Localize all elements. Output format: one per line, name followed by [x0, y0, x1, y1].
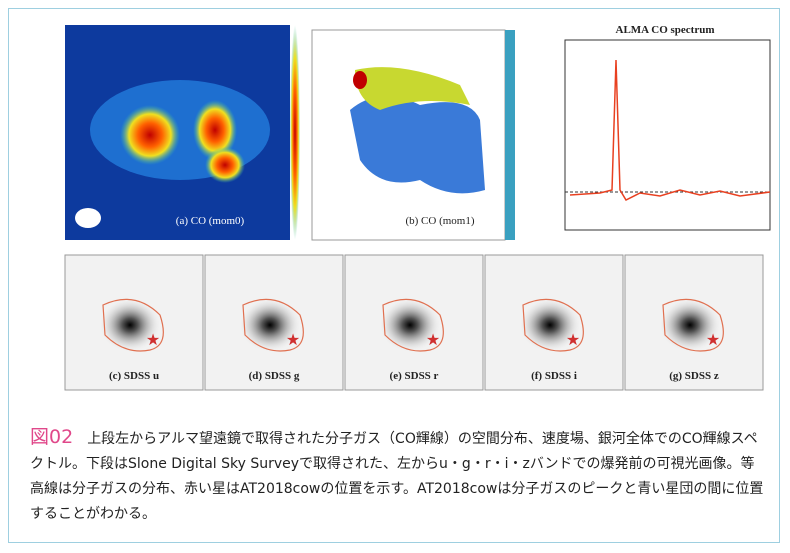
caption-text: 上段左からアルマ望遠鏡で取得された分子ガス（CO輝線）の空間分布、速度場、銀河全…: [30, 431, 764, 522]
contour: [242, 298, 304, 352]
spectrum-title: ALMA CO spectrum: [616, 24, 715, 36]
frame: [8, 8, 780, 543]
caption-label: 図02: [30, 426, 74, 448]
figure: (a) CO (mom0) (b) CO (mom1) ALMA CO spec…: [64, 24, 771, 391]
panel-label: (a) CO (mom0): [176, 215, 245, 227]
galaxy: [98, 297, 162, 353]
panel-b: (b) CO (mom1): [311, 29, 515, 241]
panel-label: (g) SDSS z: [669, 370, 719, 382]
galaxy: [378, 297, 442, 353]
panel-label: (b) CO (mom1): [405, 215, 474, 227]
panel-label: (f) SDSS i: [531, 370, 577, 382]
star-marker: ★: [426, 332, 440, 349]
panel-label: (e) SDSS r: [390, 370, 439, 382]
caption: 図02 上段左からアルマ望遠鏡で取得された分子ガス（CO輝線）の空間分布、速度場、…: [30, 425, 765, 527]
contour: [662, 298, 724, 352]
contour: [102, 298, 164, 352]
galaxy: [238, 297, 302, 353]
star-marker: ★: [706, 332, 720, 349]
star-marker: ★: [146, 332, 160, 349]
galaxy: [518, 297, 582, 353]
contour: [382, 298, 444, 352]
contour: [522, 298, 584, 352]
panel-label: (c) SDSS u: [109, 370, 159, 382]
star-marker: ★: [566, 332, 580, 349]
galaxy: [658, 297, 722, 353]
panel-a: (a) CO (mom0): [65, 25, 300, 240]
spectrum-panel: ALMA CO spectrum: [564, 24, 771, 231]
bottom-panels: ★ (c) SDSS u ★ (d) SDSS g ★ (e) SDSS r ★ (f) SD…: [64, 254, 764, 391]
panel-label: (d) SDSS g: [249, 370, 300, 382]
star-marker: ★: [286, 332, 300, 349]
